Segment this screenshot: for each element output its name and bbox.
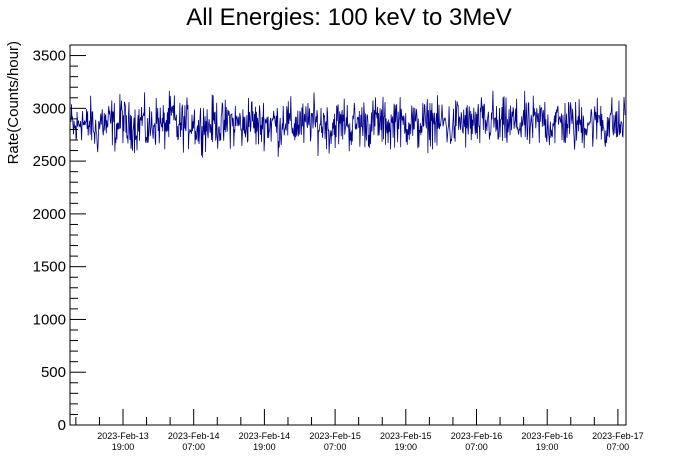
- y-tick-label: 2500: [33, 153, 66, 170]
- x-tick-date-label: 2023-Feb-13: [97, 431, 149, 441]
- y-tick-label: 0: [58, 417, 66, 434]
- x-tick-date-label: 2023-Feb-14: [168, 431, 220, 441]
- x-tick-time-label: 07:00: [465, 442, 488, 452]
- y-tick-label: 2000: [33, 206, 66, 223]
- x-tick-time-label: 07:00: [182, 442, 205, 452]
- x-tick-time-label: 07:00: [324, 442, 347, 452]
- series-layer: [70, 90, 626, 158]
- y-tick-label: 3500: [33, 48, 66, 65]
- x-tick-date-label: 2023-Feb-16: [521, 431, 573, 441]
- y-tick-label: 500: [41, 364, 66, 381]
- x-tick-date-label: 2023-Feb-15: [309, 431, 361, 441]
- x-tick-time-label: 19:00: [536, 442, 559, 452]
- x-tick-time-label: 19:00: [253, 442, 276, 452]
- x-tick-date-label: 2023-Feb-14: [239, 431, 291, 441]
- x-tick-time-label: 07:00: [607, 442, 630, 452]
- series-line: [70, 90, 626, 158]
- x-tick-date-label: 2023-Feb-17: [592, 431, 644, 441]
- x-tick-date-label: 2023-Feb-15: [380, 431, 432, 441]
- plot-frame: [69, 44, 627, 426]
- x-tick-time-label: 19:00: [395, 442, 418, 452]
- y-tick-label: 1000: [33, 311, 66, 328]
- y-tick-label: 1500: [33, 259, 66, 276]
- y-axis-label: Rate(Counts/hour): [5, 41, 22, 164]
- x-axis: 2023-Feb-1319:002023-Feb-1407:002023-Feb…: [75, 409, 644, 452]
- chart-title: All Energies: 100 keV to 3MeV: [186, 4, 512, 31]
- y-axis: 0 500 1000 1500 2000 2500 3000 3500: [33, 44, 86, 434]
- y-tick-label: 3000: [33, 100, 66, 117]
- x-tick-date-label: 2023-Feb-16: [451, 431, 503, 441]
- x-tick-time-label: 19:00: [112, 442, 135, 452]
